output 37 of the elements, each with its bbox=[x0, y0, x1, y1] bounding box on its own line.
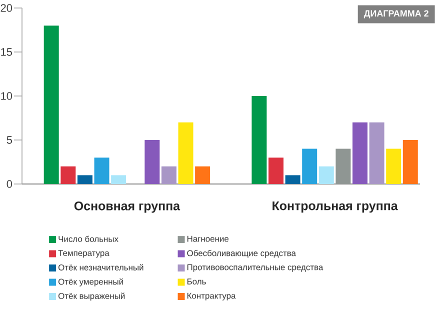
legend-label: Противовоспалительные средства bbox=[187, 264, 324, 272]
bar bbox=[285, 175, 300, 184]
y-tick-label: 0 bbox=[6, 180, 12, 188]
bar bbox=[195, 166, 210, 184]
bar bbox=[111, 175, 126, 184]
bar bbox=[60, 166, 76, 184]
bar bbox=[336, 148, 351, 184]
y-tick-label: 15 bbox=[1, 48, 12, 56]
bar bbox=[94, 158, 110, 184]
bar bbox=[402, 140, 418, 184]
x-tick-label: Контрольная группа bbox=[272, 202, 398, 213]
bar bbox=[318, 166, 334, 184]
bar bbox=[77, 175, 92, 184]
legend-label: Температура bbox=[58, 250, 110, 258]
legend-label: Обесболивающие средства bbox=[187, 250, 296, 258]
legend-label: Боль bbox=[187, 278, 206, 284]
legend-label: Отёк выраженый bbox=[58, 292, 125, 301]
bar bbox=[302, 148, 318, 184]
bar bbox=[144, 140, 160, 184]
bar bbox=[44, 26, 59, 184]
bar bbox=[352, 122, 368, 184]
y-tick-label: 10 bbox=[1, 92, 12, 100]
bar bbox=[161, 166, 176, 184]
bar bbox=[386, 148, 402, 184]
y-tick-label: 5 bbox=[6, 136, 12, 144]
chart-title: ДИАГРАММА 2 bbox=[364, 10, 428, 18]
bar bbox=[369, 122, 384, 184]
bar bbox=[178, 122, 194, 184]
legend-label: Контрактура bbox=[187, 292, 236, 300]
x-tick-label: Основная группа bbox=[74, 202, 180, 213]
bar bbox=[268, 158, 284, 184]
bar bbox=[252, 96, 267, 184]
y-tick-label: 20 bbox=[0, 4, 12, 12]
legend-label: Отёк незначительный bbox=[58, 264, 144, 270]
legend-label: Нагноение bbox=[187, 236, 228, 242]
legend-label: Отёк умеренный bbox=[58, 278, 123, 286]
legend-label: Число больных bbox=[58, 236, 118, 242]
